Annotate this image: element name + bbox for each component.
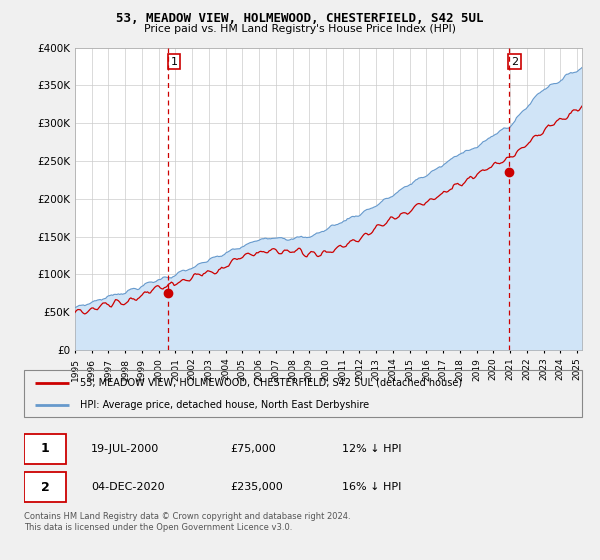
Text: Price paid vs. HM Land Registry's House Price Index (HPI): Price paid vs. HM Land Registry's House …: [144, 24, 456, 34]
Text: 16% ↓ HPI: 16% ↓ HPI: [342, 482, 401, 492]
Text: HPI: Average price, detached house, North East Derbyshire: HPI: Average price, detached house, Nort…: [80, 400, 369, 410]
Text: 1: 1: [170, 57, 178, 67]
Text: Contains HM Land Registry data © Crown copyright and database right 2024.
This d: Contains HM Land Registry data © Crown c…: [24, 512, 350, 532]
Text: 2: 2: [511, 57, 518, 67]
Text: 1: 1: [41, 442, 49, 455]
Text: 04-DEC-2020: 04-DEC-2020: [91, 482, 164, 492]
FancyBboxPatch shape: [24, 433, 66, 464]
Text: £75,000: £75,000: [230, 444, 276, 454]
FancyBboxPatch shape: [24, 472, 66, 502]
Text: £235,000: £235,000: [230, 482, 283, 492]
Text: 2: 2: [41, 481, 49, 494]
Text: 19-JUL-2000: 19-JUL-2000: [91, 444, 159, 454]
Text: 53, MEADOW VIEW, HOLMEWOOD, CHESTERFIELD, S42 5UL: 53, MEADOW VIEW, HOLMEWOOD, CHESTERFIELD…: [116, 12, 484, 25]
Text: 12% ↓ HPI: 12% ↓ HPI: [342, 444, 401, 454]
Text: 53, MEADOW VIEW, HOLMEWOOD, CHESTERFIELD, S42 5UL (detached house): 53, MEADOW VIEW, HOLMEWOOD, CHESTERFIELD…: [80, 378, 462, 388]
